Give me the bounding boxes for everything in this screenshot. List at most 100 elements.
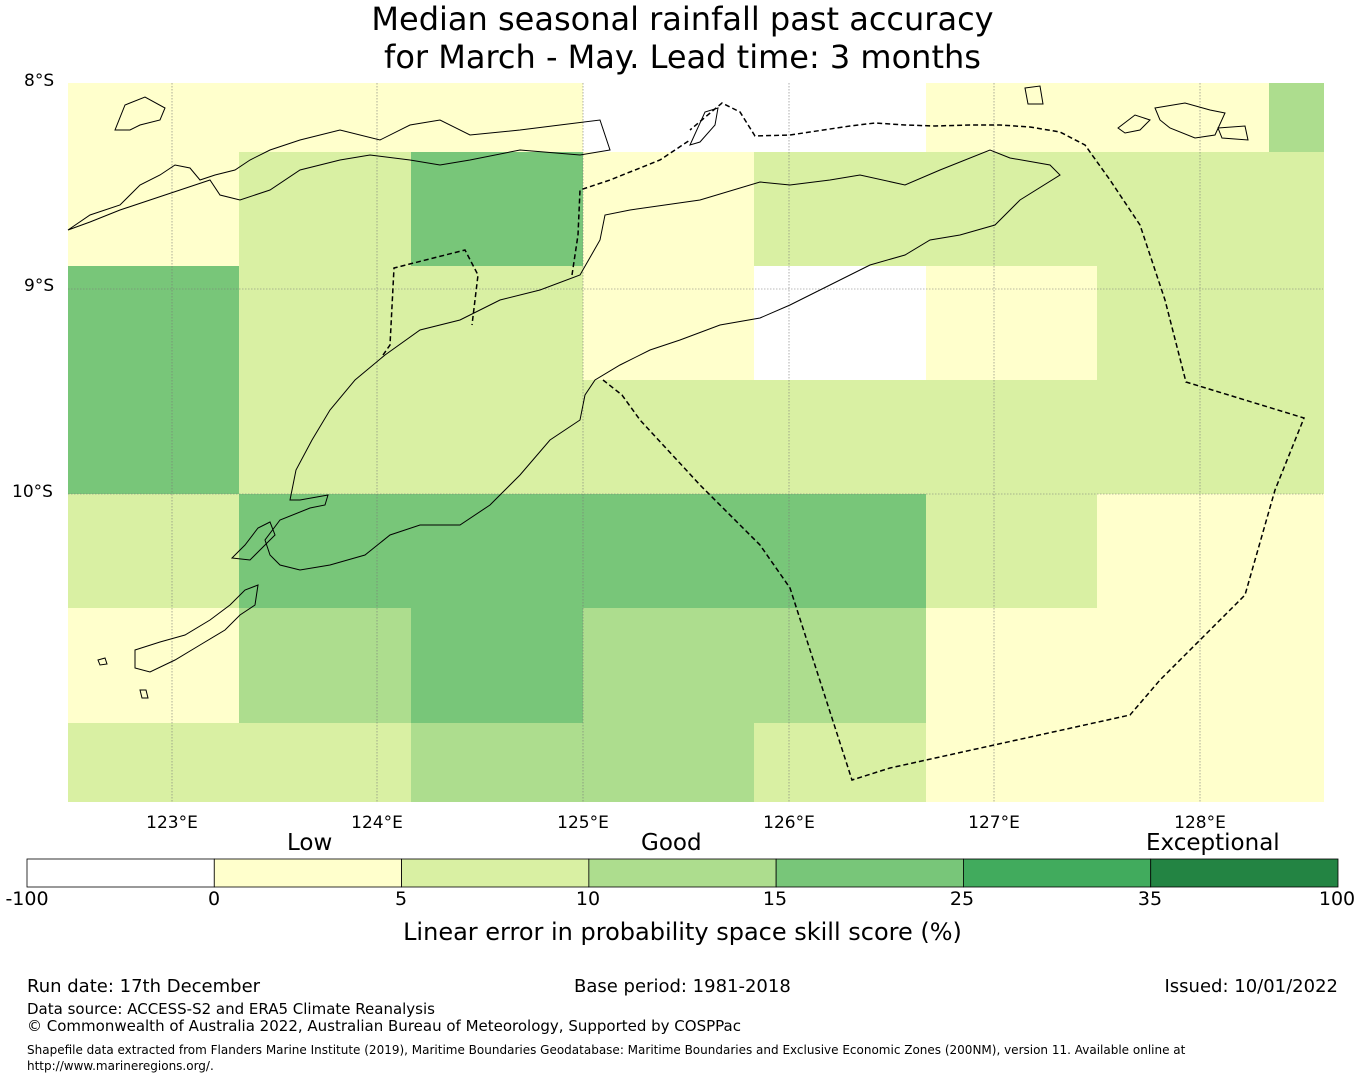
issued-date: Issued: 10/01/2022 — [1164, 976, 1338, 997]
grid-cell — [1097, 83, 1269, 152]
grid-cell — [68, 266, 239, 380]
lon-label-123: 123°E — [146, 813, 198, 833]
grid-cell — [1097, 152, 1269, 266]
kisar-coastline — [1024, 85, 1044, 105]
colorbar-tick: 15 — [762, 888, 788, 910]
colorbar-segment — [213, 858, 402, 888]
eez-boundary-west — [571, 139, 691, 276]
colorbar-tick: 35 — [1137, 888, 1163, 910]
grid-cell — [239, 83, 411, 152]
grid-cell — [754, 723, 926, 802]
sawu-coastline — [134, 584, 259, 673]
graticule — [68, 83, 1323, 802]
map-title: Median seasonal rainfall past accuracy f… — [0, 0, 1365, 76]
grid-cell — [754, 83, 926, 152]
grid-cell — [68, 83, 239, 152]
lon-label-127: 127°E — [968, 813, 1020, 833]
eez-boundary-oecusse — [382, 249, 479, 356]
grid-cell — [926, 83, 1097, 152]
grid-cell — [411, 608, 583, 723]
colorbar-tick: 10 — [575, 888, 601, 910]
sawu-small-coastline — [97, 657, 108, 666]
colorbar-segment — [26, 858, 215, 888]
grid-cell — [411, 83, 583, 152]
colorbar-segment — [963, 858, 1152, 888]
lat-label-9: 9°S — [24, 276, 55, 296]
grid-cell — [411, 152, 583, 266]
grid-cell — [239, 723, 411, 802]
grid-cell — [754, 266, 926, 380]
grid-cell — [239, 608, 411, 723]
grid-cell — [926, 608, 1097, 723]
rote-coastline — [230, 521, 276, 561]
grid-cell — [411, 494, 583, 608]
skill-grid — [68, 83, 1324, 802]
grid-cell — [239, 266, 411, 380]
category-exceptional: Exceptional — [1146, 830, 1280, 856]
sermata-coastline — [1217, 125, 1249, 141]
grid-cell — [68, 608, 239, 723]
grid-cell — [68, 152, 239, 266]
grid-cell — [583, 266, 754, 380]
colorbar-segment — [775, 858, 964, 888]
grid-cell — [68, 723, 239, 802]
colorbar-segment — [588, 858, 777, 888]
data-source: Data source: ACCESS-S2 and ERA5 Climate … — [27, 1000, 435, 1018]
grid-cell — [583, 723, 754, 802]
colorbar-tick: 5 — [394, 888, 408, 910]
grid-cell — [239, 494, 411, 608]
grid-cell — [239, 380, 411, 494]
grid-cell — [926, 494, 1097, 608]
title-line-2: for March - May. Lead time: 3 months — [384, 38, 981, 76]
grid-cell — [583, 380, 754, 494]
shapefile-credit: Shapefile data extracted from Flanders M… — [27, 1043, 1186, 1073]
colorbar-segment — [1150, 858, 1339, 888]
lon-label-128: 128°E — [1174, 813, 1226, 833]
coastlines — [67, 85, 1249, 699]
grid-cell — [1269, 723, 1324, 802]
lon-label-124: 124°E — [351, 813, 403, 833]
grid-cell — [1097, 266, 1269, 380]
base-period: Base period: 1981-2018 — [574, 976, 791, 997]
grid-cell — [754, 494, 926, 608]
grid-cell — [68, 380, 239, 494]
lon-label-126: 126°E — [763, 813, 815, 833]
flores-alor-coastline — [67, 119, 611, 231]
colorbar-title: Linear error in probability space skill … — [403, 918, 962, 946]
grid-cell — [68, 494, 239, 608]
colorbar-tick: 25 — [949, 888, 975, 910]
colorbar-tick: -100 — [5, 888, 49, 910]
grid-cell — [583, 608, 754, 723]
title-line-1: Median seasonal rainfall past accuracy — [371, 0, 994, 38]
grid-cell — [1269, 608, 1324, 723]
grid-cell — [926, 723, 1097, 802]
grid-cell — [1097, 380, 1269, 494]
grid-cell — [1269, 266, 1324, 380]
grid-cell — [583, 152, 754, 266]
grid-cell — [926, 380, 1097, 494]
grid-cell — [239, 152, 411, 266]
grid-cell — [1269, 494, 1324, 608]
wetar-coastline — [689, 107, 719, 146]
grid-cell — [1269, 152, 1324, 266]
eez-boundary-east — [602, 102, 1306, 781]
grid-cell — [754, 380, 926, 494]
flores-north-coastline — [114, 96, 166, 131]
timor-coastline — [264, 149, 1061, 571]
category-good: Good — [641, 830, 702, 856]
run-date: Run date: 17th December — [27, 976, 261, 997]
grid-cell — [1097, 608, 1269, 723]
colorbar-segment — [401, 858, 590, 888]
maritime-boundaries — [382, 102, 1306, 781]
category-low: Low — [287, 830, 333, 856]
grid-cell — [411, 723, 583, 802]
ndana-coastline — [139, 689, 149, 699]
copyright: © Commonwealth of Australia 2022, Austra… — [27, 1017, 741, 1035]
grid-cell — [1269, 83, 1324, 152]
grid-cell — [583, 494, 754, 608]
colorbar-tick: 0 — [207, 888, 221, 910]
grid-cell — [583, 83, 754, 152]
leti-coastline — [1117, 114, 1151, 134]
lat-label-8: 8°S — [24, 71, 55, 91]
